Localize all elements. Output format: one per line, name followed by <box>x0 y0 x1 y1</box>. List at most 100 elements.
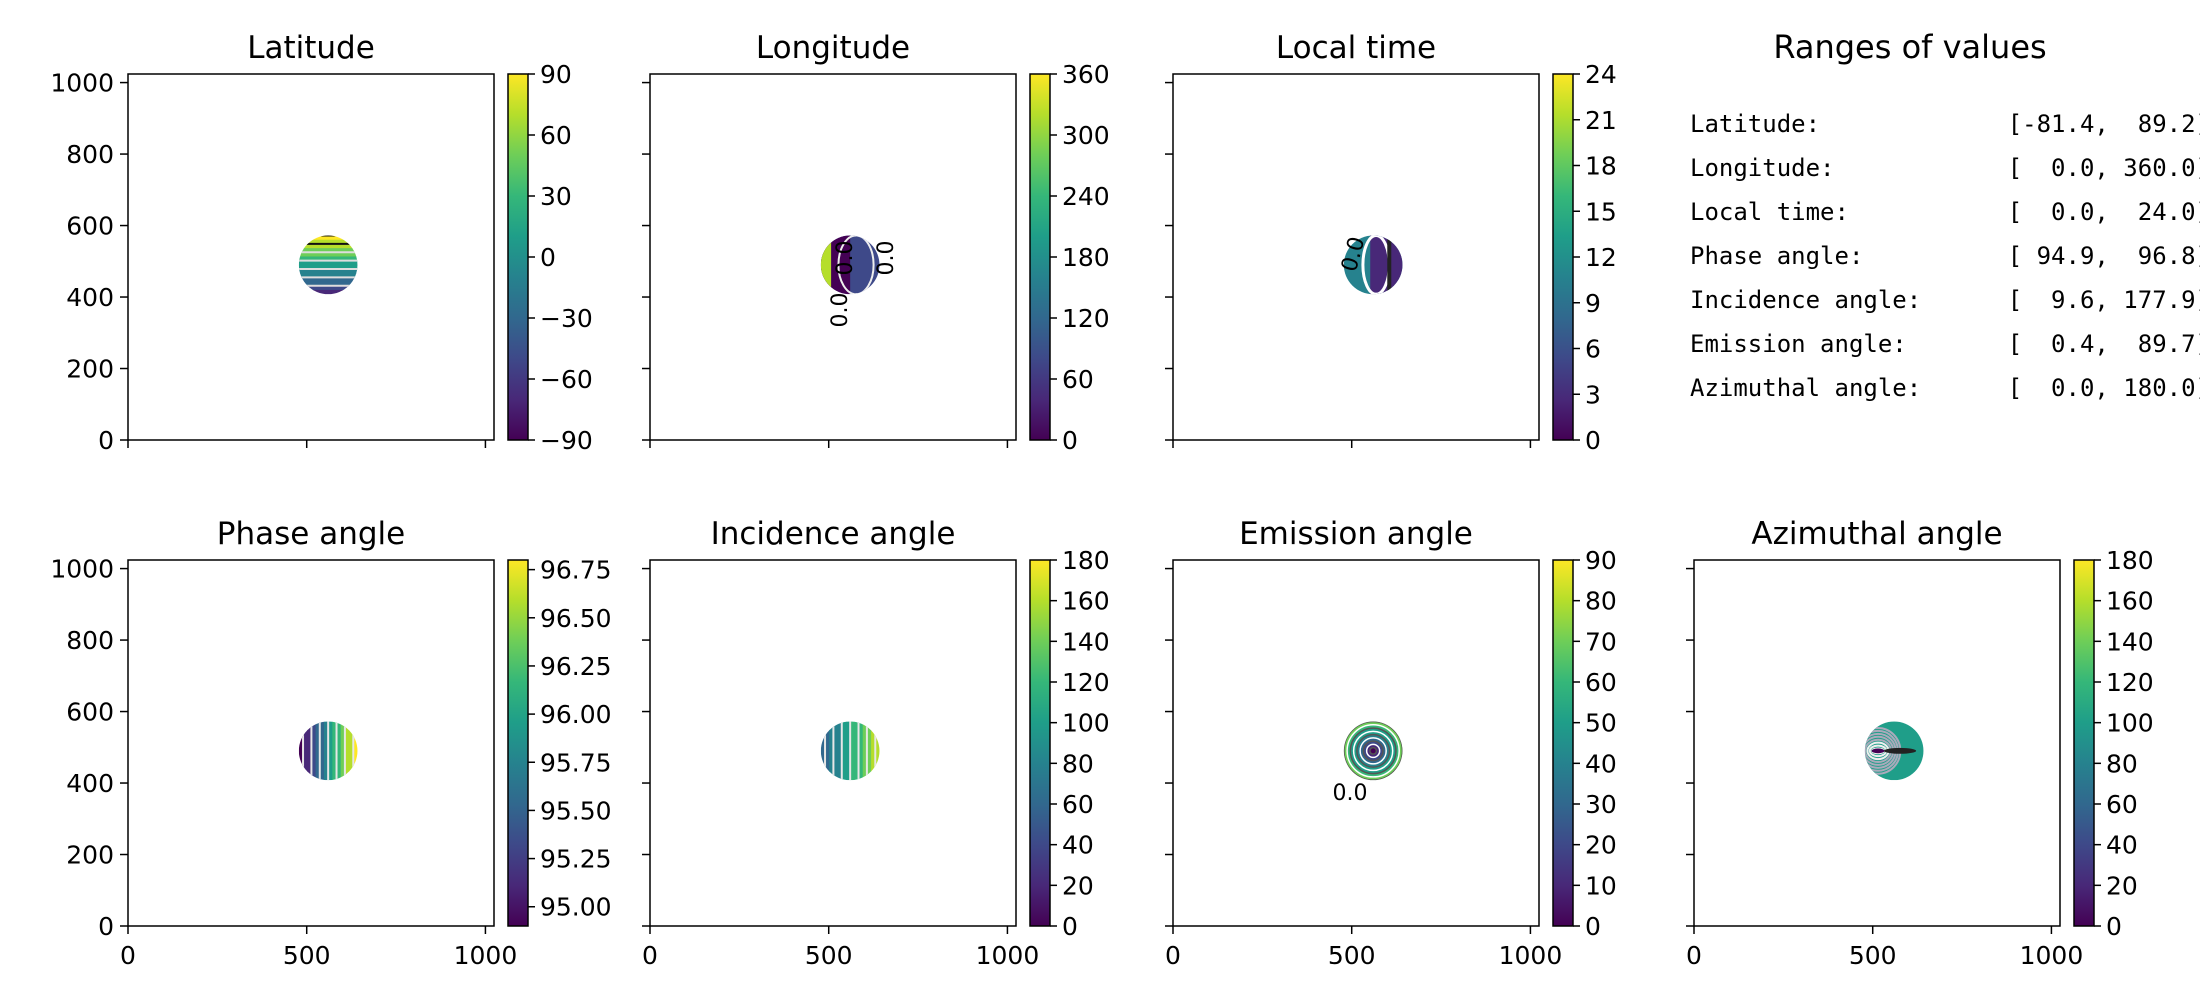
colorbar-tick-label: 96.50 <box>540 604 612 633</box>
y-tick-label: 0 <box>98 912 114 941</box>
colorbar-tick-label: 50 <box>1585 709 1617 738</box>
colorbar-tick-label: 160 <box>1062 587 1110 616</box>
colorbar-tick-label: 24 <box>1585 60 1617 89</box>
y-tick-label: 800 <box>66 626 114 655</box>
ranges-value: [ 0.4, 89.7] <box>2007 330 2200 358</box>
colorbar-tick-label: 60 <box>1062 790 1094 819</box>
colorbar-tick-label: 0 <box>1062 426 1078 455</box>
x-tick-label: 500 <box>1328 941 1376 970</box>
x-tick-label: 500 <box>283 941 331 970</box>
colorbar-tick-label: 0 <box>540 243 556 272</box>
planet-disk <box>298 721 358 781</box>
ranges-row: Incidence angle: [ 9.6, 177.9] <box>1690 286 2200 316</box>
colorbar-tick-label: 120 <box>1062 668 1110 697</box>
axes-frame <box>127 559 495 927</box>
ranges-value: [ 0.0, 360.0] <box>2007 154 2200 182</box>
colorbar <box>1552 73 1574 441</box>
y-tick-label: 200 <box>66 841 114 870</box>
colorbar-tick-label: 40 <box>2106 831 2138 860</box>
planet-disk <box>820 721 880 781</box>
colorbar-tick-label: 96.25 <box>540 652 612 681</box>
colorbar-tick-label: 20 <box>1062 871 1094 900</box>
panel-title: Emission angle <box>1239 516 1473 552</box>
colorbar-tick-label: 9 <box>1585 289 1601 318</box>
y-tick-label: 400 <box>66 283 114 312</box>
colorbar-tick-label: 90 <box>1585 546 1617 575</box>
x-tick-label: 0 <box>1686 941 1702 970</box>
y-tick-label: 800 <box>66 140 114 169</box>
ranges-row: Local time: [ 0.0, 24.0] <box>1690 198 2200 228</box>
panel-latitude: Latitude 0 200 400 600 800 1000 90 60 30 0 −30 −60 −9… <box>50 30 592 455</box>
colorbar-tick-label: 60 <box>2106 790 2138 819</box>
colorbar-tick-label: 95.75 <box>540 748 612 777</box>
panel-longitude: Longitude 360 300 240 180 120 60 0 <box>642 30 1110 455</box>
colorbar-tick-label: 80 <box>1585 587 1617 616</box>
colorbar-tick-label: 3 <box>1585 380 1601 409</box>
colorbar <box>507 559 529 927</box>
colorbar-tick-label: 70 <box>1585 627 1617 656</box>
y-tick-label: 400 <box>66 769 114 798</box>
axes-frame <box>127 73 495 441</box>
colorbar <box>507 73 529 441</box>
ranges-row: Latitude: [-81.4, 89.2] <box>1690 110 2200 140</box>
colorbar-tick-label: 140 <box>1062 627 1110 656</box>
colorbar <box>1029 73 1051 441</box>
colorbar-tick-label: 240 <box>1062 182 1110 211</box>
colorbar-tick-label: 180 <box>1062 546 1110 575</box>
panel-incidence-angle: Incidence angle 0 500 1000 180 160 140 120 100 80… <box>642 516 1110 970</box>
y-tick-label: 600 <box>66 698 114 727</box>
planet-disk <box>1343 721 1403 781</box>
x-tick-label: 1000 <box>976 941 1040 970</box>
contour-label: 0.0 <box>1333 781 1368 806</box>
colorbar-tick-label: 180 <box>2106 546 2154 575</box>
contour-label: 0.0 <box>874 241 899 276</box>
x-tick-label: 1000 <box>1499 941 1563 970</box>
panel-title: Local time <box>1276 30 1436 66</box>
y-tick-label: 600 <box>66 212 114 241</box>
axes-frame <box>1172 559 1540 927</box>
y-tick-label: 1000 <box>50 555 114 584</box>
ranges-row: Azimuthal angle: [ 0.0, 180.0] <box>1690 374 2200 404</box>
colorbar-tick-label: 95.25 <box>540 845 612 874</box>
ranges-value: [ 9.6, 177.9] <box>2007 286 2200 314</box>
planet-disk <box>1864 721 1924 781</box>
ranges-label: Emission angle: <box>1690 330 1907 358</box>
colorbar-tick-label: 20 <box>1585 831 1617 860</box>
colorbar-tick-label: 80 <box>1062 749 1094 778</box>
ranges-value: [ 0.0, 180.0] <box>2007 374 2200 402</box>
x-tick-label: 0 <box>120 941 136 970</box>
colorbar-tick-label: 100 <box>2106 709 2154 738</box>
panel-title: Latitude <box>247 30 375 66</box>
colorbar-tick-label: 96.00 <box>540 700 612 729</box>
panel-title: Azimuthal angle <box>1751 516 2002 552</box>
colorbar-tick-label: 360 <box>1062 60 1110 89</box>
axes-frame <box>649 559 1017 927</box>
colorbar-tick-label: 40 <box>1585 749 1617 778</box>
ranges-label: Longitude: <box>1690 154 1835 182</box>
ranges-row: Emission angle: [ 0.4, 89.7] <box>1690 330 2200 360</box>
axes-frame <box>649 73 1017 441</box>
colorbar-tick-label: 15 <box>1585 197 1617 226</box>
ranges-title: Ranges of values <box>1773 28 2047 66</box>
y-tick-label: 0 <box>98 426 114 455</box>
colorbar-tick-label: 10 <box>1585 871 1617 900</box>
panel-title: Longitude <box>756 30 910 66</box>
colorbar-tick-label: 120 <box>1062 304 1110 333</box>
colorbar-tick-label: 60 <box>540 121 572 150</box>
colorbar-tick-label: 95.00 <box>540 893 612 922</box>
contour-label: 0.0 <box>828 293 853 328</box>
x-tick-label: 0 <box>1165 941 1181 970</box>
ranges-value: [ 0.0, 24.0] <box>2007 198 2200 226</box>
ranges-panel: Ranges of values Latitude: [-81.4, 89.2] L… <box>1640 28 2200 408</box>
axes-frame <box>1172 73 1540 441</box>
ranges-row: Phase angle: [ 94.9, 96.8] <box>1690 242 2200 272</box>
panel-title: Phase angle <box>217 516 405 552</box>
colorbar-tick-label: 95.50 <box>540 796 612 825</box>
colorbar <box>2073 559 2095 927</box>
colorbar-tick-label: 0 <box>1585 912 1601 941</box>
y-tick-label: 200 <box>66 355 114 384</box>
panel-title: Incidence angle <box>711 516 956 552</box>
colorbar-tick-label: 0 <box>2106 912 2122 941</box>
colorbar-tick-label: 180 <box>1062 243 1110 272</box>
